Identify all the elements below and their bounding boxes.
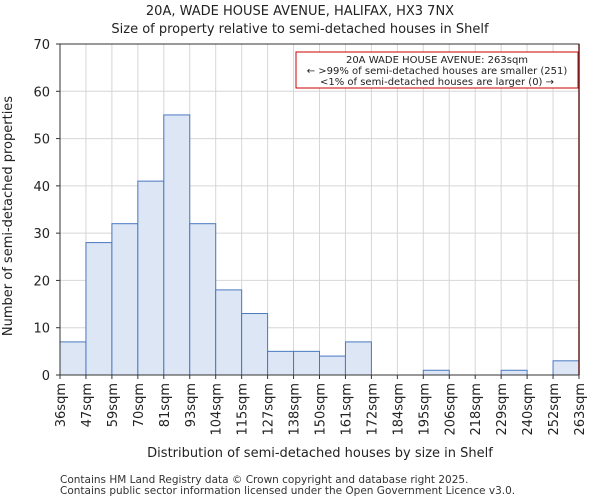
- bar: [500, 369, 528, 376]
- y-ticks: 0 10 20 30 40 50 60 70: [33, 38, 60, 384]
- y-tick-label: 0: [42, 369, 50, 384]
- x-axis-label: Distribution of semi-detached houses by …: [147, 446, 493, 461]
- chart-subtitle: Size of property relative to semi-detach…: [111, 22, 489, 37]
- y-tick-label: 50: [33, 133, 50, 148]
- chart-title: 20A, WADE HOUSE AVENUE, HALIFAX, HX3 7NX: [146, 4, 454, 19]
- bar: [85, 242, 113, 376]
- x-tick-label: 206sqm: [443, 383, 458, 436]
- bar: [344, 341, 372, 376]
- x-tick-label: 36sqm: [54, 383, 69, 427]
- bar: [241, 313, 269, 376]
- x-tick-label: 81sqm: [158, 383, 173, 427]
- x-tick-label: 240sqm: [521, 383, 536, 436]
- x-tick-label: 138sqm: [288, 383, 303, 436]
- bar: [111, 223, 139, 376]
- y-tick-label: 40: [33, 180, 50, 195]
- bar: [293, 350, 320, 376]
- annotation-line-2: ← >99% of semi-detached houses are small…: [307, 66, 568, 77]
- x-tick-label: 127sqm: [262, 383, 277, 436]
- x-tick-label: 252sqm: [547, 383, 562, 436]
- plot-frame: [59, 43, 580, 376]
- x-tick-label: 150sqm: [314, 383, 329, 436]
- bar: [163, 114, 191, 376]
- x-tick-label: 59sqm: [106, 383, 121, 427]
- x-tick-label: 70sqm: [132, 383, 147, 427]
- bar: [189, 223, 217, 376]
- y-tick-label: 70: [33, 38, 50, 53]
- y-axis-label: Number of semi-detached properties: [1, 96, 16, 336]
- bar: [422, 369, 450, 376]
- x-tick-label: 263sqm: [573, 383, 588, 436]
- x-tick-label: 172sqm: [365, 383, 380, 436]
- x-tick-label: 104sqm: [210, 383, 225, 436]
- x-tick-label: 115sqm: [236, 383, 251, 436]
- annotation-box: 20A WADE HOUSE AVENUE: 263sqm ← >99% of …: [295, 51, 579, 89]
- x-tick-label: 47sqm: [80, 383, 95, 427]
- x-tick-label: 93sqm: [184, 383, 199, 427]
- x-tick-label: 195sqm: [417, 383, 432, 436]
- x-tick-label: 184sqm: [391, 383, 406, 436]
- y-tick-label: 30: [33, 227, 50, 242]
- annotation-border: [295, 51, 579, 89]
- y-tick-label: 60: [33, 85, 50, 100]
- x-tick-label: 229sqm: [495, 383, 510, 436]
- y-tick-label: 20: [33, 274, 50, 289]
- x-tick-label: 218sqm: [469, 383, 484, 436]
- bar: [59, 341, 87, 376]
- bar: [319, 355, 346, 376]
- annotation-line-1: 20A WADE HOUSE AVENUE: 263sqm: [346, 55, 528, 66]
- annotation-line-3: <1% of semi-detached houses are larger (…: [320, 77, 554, 88]
- bar: [267, 350, 295, 376]
- bar: [552, 360, 580, 376]
- bar: [137, 180, 165, 376]
- footer-line-2: Contains public sector information licen…: [60, 485, 515, 497]
- x-tick-label: 161sqm: [339, 383, 354, 436]
- bar: [215, 289, 243, 376]
- y-tick-label: 10: [33, 322, 50, 337]
- footer-line-1: Contains HM Land Registry data © Crown c…: [60, 474, 468, 486]
- x-ticks: 36sqm 47sqm 59sqm 70sqm 81sqm 93sqm 104sqm 115s…: [54, 375, 588, 436]
